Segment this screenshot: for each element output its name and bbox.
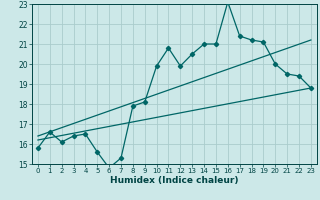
X-axis label: Humidex (Indice chaleur): Humidex (Indice chaleur): [110, 176, 239, 185]
